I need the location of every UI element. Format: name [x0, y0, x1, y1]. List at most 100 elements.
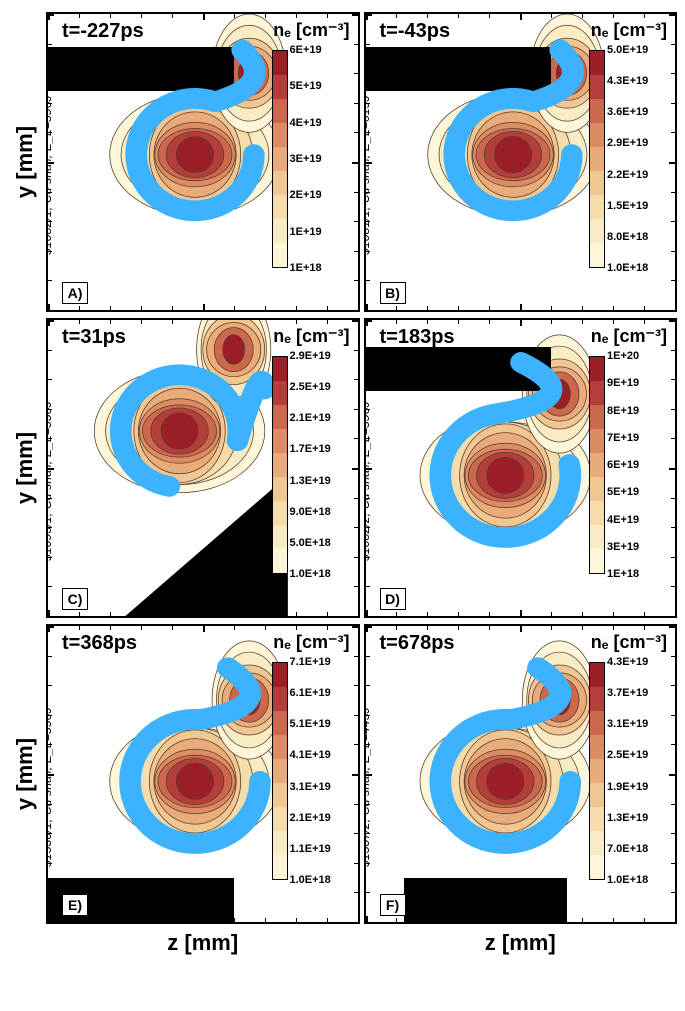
colorbar-label: 8.0E+18	[607, 231, 648, 243]
time-label: t=-227ps	[62, 20, 144, 43]
colorbar-label: 4.1E+19	[290, 749, 331, 761]
tick-mark	[358, 626, 360, 632]
colorbar-segment	[273, 123, 287, 147]
minor-tick	[675, 626, 676, 630]
colorbar-label: 1.1E+19	[290, 843, 331, 855]
colorbar-label: 6.1E+19	[290, 687, 331, 699]
panel-e: t=368psnₑ [cm⁻³]51530/1, Cu snail, E_L=5…	[46, 624, 360, 924]
colorbar-title: nₑ [cm⁻³]	[591, 20, 667, 41]
colorbar-labels: 1E+209E+198E+197E+196E+195E+194E+193E+19…	[607, 356, 669, 574]
colorbar-label: 1E+19	[290, 226, 322, 238]
panel-c: t=31psnₑ [cm⁻³]51093/1, Cu snail, E_L=53…	[46, 318, 360, 618]
colorbar-segment	[590, 195, 604, 219]
colorbar-title: nₑ [cm⁻³]	[273, 326, 349, 347]
colorbar-segment	[273, 405, 287, 429]
colorbar-segment	[273, 549, 287, 573]
colorbar-segment	[273, 525, 287, 549]
colorbar	[589, 662, 605, 880]
colorbar-label: 3E+19	[290, 153, 322, 165]
colorbar-segment	[590, 453, 604, 477]
colorbar-segment	[590, 429, 604, 453]
minor-tick	[671, 310, 675, 311]
minor-tick	[675, 14, 676, 18]
colorbar-label: 5.0E+18	[290, 537, 331, 549]
colorbar	[589, 50, 605, 268]
y-axis-label: y [mm]	[12, 738, 38, 810]
minor-tick	[366, 922, 370, 923]
colorbar-labels: 2.9E+192.5E+192.1E+191.7E+191.3E+199.0E+…	[290, 356, 352, 574]
panel-a: t=-227psnₑ [cm⁻³]51082/1, Cu snail, E_L=…	[46, 12, 360, 312]
time-label: t=183ps	[380, 326, 455, 349]
ylabel-cell-row1: y [mm]	[8, 12, 42, 312]
tick-mark	[358, 610, 360, 616]
colorbar-label: 2.9E+19	[290, 350, 331, 362]
colorbar-label: 5.0E+19	[607, 44, 648, 56]
experiment-label: 51507/2, Cu snail, E_L=445J	[364, 707, 372, 867]
colorbar-label: 2.1E+19	[290, 812, 331, 824]
panel-d: t=183psnₑ [cm⁻³]51082/2, Cu snail, E_L=5…	[364, 318, 678, 618]
colorbar-segment	[590, 687, 604, 711]
colorbar-segment	[590, 783, 604, 807]
xlabel-row: z [mm]	[364, 930, 678, 970]
tick-mark	[675, 304, 677, 310]
colorbar-segment	[590, 855, 604, 879]
colorbar-label: 4E+19	[290, 117, 322, 129]
time-label: t=-43ps	[380, 20, 451, 43]
colorbar-title: nₑ [cm⁻³]	[273, 632, 349, 653]
colorbar-label: 2.9E+19	[607, 137, 648, 149]
minor-tick	[366, 616, 370, 617]
tick-mark	[358, 916, 360, 922]
tick-mark	[669, 310, 675, 312]
colorbar-label: 1.0E+18	[607, 262, 648, 274]
colorbar-segment	[590, 99, 604, 123]
minor-tick	[354, 616, 358, 617]
minor-tick	[675, 612, 676, 616]
colorbar-segment	[590, 75, 604, 99]
colorbar-segment	[590, 51, 604, 75]
colorbar-segment	[273, 759, 287, 783]
colorbar-label: 4E+19	[607, 514, 639, 526]
colorbar-label: 1.7E+19	[290, 443, 331, 455]
colorbar-segment	[590, 549, 604, 573]
tick-mark	[366, 310, 372, 312]
tick-mark	[675, 14, 677, 20]
colorbar-label: 1.0E+18	[290, 874, 331, 886]
colorbar-segment	[590, 477, 604, 501]
colorbar-label: 7.0E+18	[607, 843, 648, 855]
tick-mark	[669, 616, 675, 618]
minor-tick	[675, 306, 676, 310]
colorbar-segment	[590, 219, 604, 243]
colorbar-segment	[273, 195, 287, 219]
tick-mark	[352, 310, 358, 312]
x-axis-label: z [mm]	[46, 930, 360, 970]
minor-tick	[671, 922, 675, 923]
colorbar-segment	[590, 171, 604, 195]
tick-mark	[675, 320, 677, 326]
colorbar-label: 6E+19	[607, 459, 639, 471]
minor-tick	[675, 918, 676, 922]
experiment-label: 51082/2, Cu snail, E_L=596J	[364, 401, 372, 561]
minor-tick	[358, 320, 359, 324]
colorbar-segment	[273, 243, 287, 267]
colorbar-label: 4.3E+19	[607, 656, 648, 668]
colorbar-segment	[273, 831, 287, 855]
colorbar-label: 5E+19	[290, 80, 322, 92]
experiment-label: 51081/1, Cu snail, E_L=619J	[364, 95, 372, 255]
minor-tick	[48, 310, 52, 311]
colorbar-segment	[273, 357, 287, 381]
colorbar-labels: 6E+195E+194E+193E+192E+191E+191E+18	[290, 50, 352, 268]
minor-tick	[358, 14, 359, 18]
colorbar-segment	[590, 807, 604, 831]
colorbar-segment	[273, 711, 287, 735]
colorbar-label: 2.5E+19	[290, 381, 331, 393]
colorbar-segment	[590, 711, 604, 735]
colorbar-segment	[273, 381, 287, 405]
ylabel-cell-row2: y [mm]	[8, 318, 42, 618]
colorbar-label: 5E+19	[607, 486, 639, 498]
panel-letter: E)	[62, 894, 88, 916]
colorbar-segment	[273, 807, 287, 831]
colorbar-label: 7E+19	[607, 432, 639, 444]
colorbar-label: 4.3E+19	[607, 75, 648, 87]
colorbar-label: 1E+18	[290, 262, 322, 274]
tick-mark	[675, 626, 677, 632]
